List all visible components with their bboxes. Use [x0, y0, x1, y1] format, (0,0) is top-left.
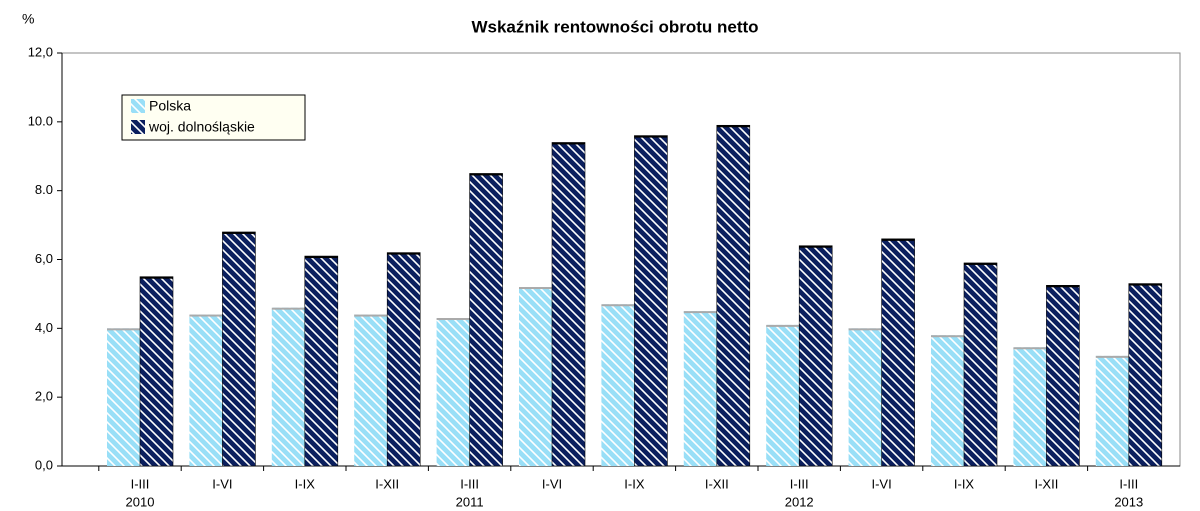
bar: [551, 142, 586, 467]
bar-top-shade: [189, 314, 223, 317]
x-tick-label: I-VI: [212, 476, 232, 491]
x-tick-label: I-III: [131, 476, 150, 491]
y-tick-label: 2,0: [35, 389, 53, 404]
bar-top-shade: [848, 328, 882, 331]
y-tick-label: 0,0: [35, 457, 53, 472]
x-tick-label: I-IX: [624, 476, 645, 491]
bar: [436, 318, 470, 466]
bar-top-shade: [387, 252, 421, 255]
x-tick-label: I-IX: [295, 476, 316, 491]
bar: [601, 304, 635, 466]
x-tick-label: I-XII: [705, 476, 729, 491]
y-tick-label: 6,0: [35, 251, 53, 266]
bar-top-shade: [766, 324, 800, 327]
x-group-label: 2011: [456, 494, 484, 509]
bar: [634, 135, 668, 467]
x-tick-label: I-XII: [375, 476, 399, 491]
bar-top-shade: [799, 245, 833, 248]
bar: [881, 238, 915, 467]
bar: [304, 255, 339, 467]
bar-top-shade: [683, 311, 717, 314]
y-axis-label: %: [22, 11, 34, 27]
bar: [1095, 355, 1129, 466]
legend-label: woj. dolnośląskie: [148, 119, 255, 135]
bar-top-shade: [881, 238, 915, 241]
bar: [766, 324, 800, 466]
bar-top-shade: [1013, 347, 1047, 350]
bar: [931, 335, 964, 466]
bar-top-shade: [519, 287, 552, 290]
y-tick-label: 8.0: [35, 182, 53, 197]
bar-top-shade: [469, 173, 503, 176]
bar-top-shade: [601, 304, 635, 307]
bar: [716, 124, 751, 467]
x-tick-label: I-VI: [871, 476, 891, 491]
bar-top-shade: [436, 318, 470, 321]
bar: [107, 328, 140, 466]
bar: [222, 231, 256, 467]
chart-title: Wskaźnik rentowności obrotu netto: [471, 17, 758, 36]
bar: [683, 311, 717, 466]
bar-top-shade: [1046, 285, 1080, 288]
bar-top-shade: [964, 262, 997, 265]
bar-top-shade: [271, 307, 305, 310]
y-tick-label: 10.0: [28, 113, 53, 128]
y-tick-label: 12,0: [28, 44, 53, 59]
bar-top-shade: [634, 135, 668, 138]
bar: [1013, 347, 1047, 466]
x-group-label: 2013: [1114, 494, 1143, 509]
bar-top-shade: [552, 142, 585, 145]
legend-label: Polska: [149, 98, 191, 114]
x-tick-label: I-III: [460, 476, 479, 491]
y-tick-label: 4,0: [35, 320, 53, 335]
x-tick-label: I-III: [1119, 476, 1138, 491]
bar: [1128, 283, 1163, 467]
bar-top-shade: [716, 125, 750, 128]
bar-top-shade: [304, 256, 338, 259]
x-tick-label: I-XII: [1034, 476, 1058, 491]
bar: [189, 314, 223, 466]
x-group-label: 2012: [785, 494, 814, 509]
bar: [1046, 285, 1080, 467]
bar: [354, 314, 388, 466]
bar-top-shade: [1095, 355, 1129, 358]
bar-top-shade: [354, 314, 388, 317]
bar-top-shade: [107, 328, 140, 331]
bar: [469, 173, 503, 467]
x-tick-label: I-IX: [954, 476, 975, 491]
bar: [271, 307, 305, 466]
legend-swatch: [131, 120, 145, 134]
bar: [963, 262, 998, 467]
x-group-label: 2010: [126, 494, 155, 509]
legend-swatch: [131, 99, 145, 113]
legend-box: [121, 94, 306, 141]
x-tick-label: I-VI: [542, 476, 562, 491]
bar: [798, 245, 833, 467]
x-tick-label: I-III: [790, 476, 809, 491]
bar: [139, 276, 174, 467]
bar-top-shade: [222, 231, 256, 234]
bar-top-shade: [1128, 283, 1162, 286]
bar: [519, 287, 552, 466]
bar: [386, 252, 421, 467]
bar-top-shade: [140, 276, 173, 279]
bar-top-shade: [931, 335, 964, 338]
bar: [848, 328, 882, 466]
